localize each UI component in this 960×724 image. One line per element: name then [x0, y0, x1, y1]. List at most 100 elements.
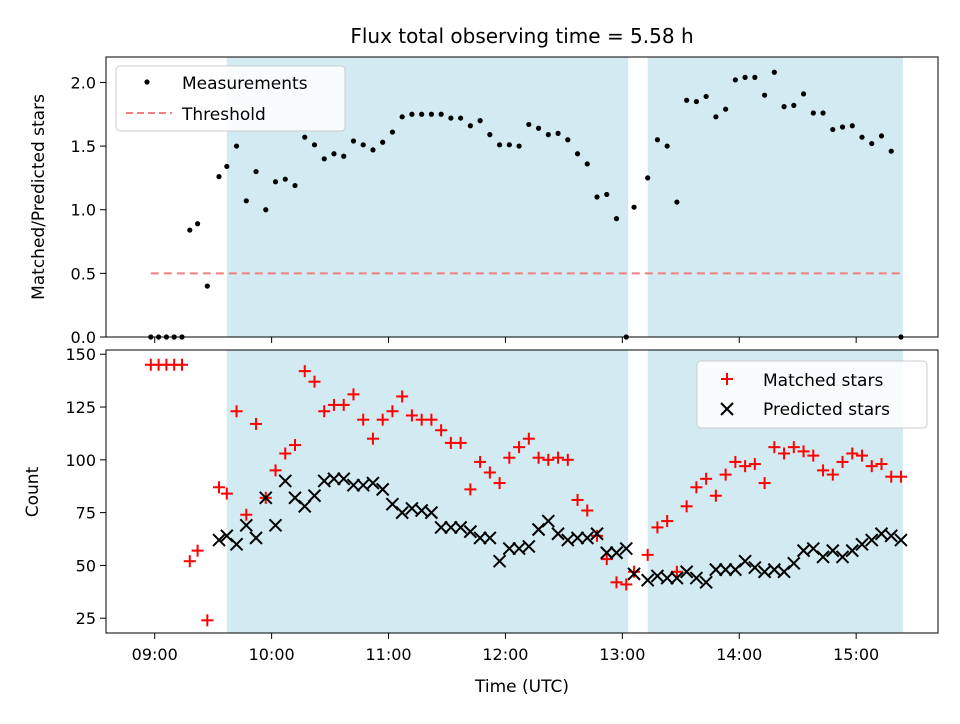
measurement-point — [194, 221, 201, 227]
matched-point — [610, 576, 623, 589]
measurement-point — [263, 207, 269, 213]
predicted-point — [346, 478, 361, 492]
matched-point — [347, 388, 360, 401]
matched-point — [386, 405, 399, 418]
predicted-point — [826, 543, 840, 558]
measurement-point — [674, 199, 680, 205]
bottom-ytick-label: 100 — [65, 451, 96, 470]
measurement-point — [703, 93, 709, 100]
measurement-point — [370, 147, 376, 153]
predicted-point — [894, 533, 908, 547]
measurement-point — [224, 163, 230, 170]
matched-point — [175, 358, 188, 371]
predicted-point — [229, 537, 244, 552]
measurement-point — [888, 148, 894, 154]
predicted-point — [424, 505, 439, 520]
top-panel: 0.00.51.01.52.0 Matched/Predicted stars … — [29, 56, 939, 347]
matched-point — [709, 489, 722, 502]
matched-point — [308, 375, 321, 388]
measurement-point — [360, 142, 366, 148]
matched-point — [561, 453, 574, 466]
matched-point — [503, 451, 516, 464]
matched-point — [768, 441, 781, 454]
predicted-point — [327, 472, 341, 486]
measurement-point — [233, 143, 240, 149]
predicted-point — [670, 571, 684, 585]
matched-point — [591, 529, 604, 542]
bottom-xtick-label: 13:00 — [599, 645, 645, 664]
predicted-point — [580, 531, 594, 545]
matched-point — [220, 487, 233, 500]
measurement-point — [389, 129, 396, 135]
bottom-ylabel: Count — [23, 466, 43, 517]
top-ylabel: Matched/Predicted stars — [29, 94, 49, 300]
predicted-point — [660, 571, 674, 585]
measurement-point — [781, 104, 787, 110]
bottom-ytick-label: 50 — [76, 556, 96, 575]
bottom-matched-points — [144, 358, 907, 627]
predicted-point — [718, 562, 733, 577]
matched-point — [600, 553, 613, 566]
predicted-point — [239, 518, 253, 532]
matched-point — [670, 565, 683, 578]
measurement-point — [516, 143, 522, 149]
matched-point — [183, 555, 196, 568]
measurement-point — [654, 137, 661, 143]
matched-point — [620, 578, 633, 591]
predicted-point — [787, 556, 801, 571]
matched-point — [836, 455, 849, 468]
legend-measurements-label: Measurements — [182, 74, 308, 94]
predicted-point — [492, 554, 507, 568]
predicted-point — [473, 531, 487, 545]
matched-point — [298, 365, 311, 378]
top-ytick-label: 0.0 — [71, 328, 96, 347]
measurement-point — [496, 142, 503, 148]
matched-point — [807, 449, 820, 462]
bottom-xtick-label: 14:00 — [716, 645, 762, 664]
measurement-point — [565, 137, 571, 143]
bottom-xtick-label: 09:00 — [132, 645, 178, 664]
measurement-point — [713, 114, 719, 120]
predicted-point — [463, 524, 478, 539]
measurement-point — [438, 111, 444, 117]
legend-predicted-label: Predicted stars — [763, 400, 890, 420]
predicted-point — [395, 505, 409, 520]
matched-point — [289, 439, 302, 452]
predicted-point — [307, 489, 322, 503]
matched-point — [318, 405, 331, 418]
predicted-point — [249, 531, 263, 545]
matched-point — [628, 565, 641, 578]
predicted-point — [689, 571, 704, 585]
measurement-point — [742, 74, 748, 80]
top-plot-frame — [105, 56, 939, 338]
measurement-point — [800, 91, 807, 97]
matched-point — [532, 451, 545, 464]
matched-point — [405, 409, 418, 422]
measurement-point — [341, 153, 347, 159]
matched-point — [581, 504, 594, 517]
predicted-point — [600, 546, 614, 560]
measurement-point — [574, 151, 581, 157]
measurement-point — [732, 77, 738, 83]
predicted-point — [541, 514, 556, 528]
predicted-point — [268, 518, 283, 532]
measurement-point — [477, 118, 483, 124]
measurement-point — [664, 143, 670, 149]
predicted-point — [278, 474, 292, 488]
predicted-point — [375, 482, 390, 497]
predicted-point — [640, 573, 655, 587]
predicted-point — [627, 567, 641, 581]
matched-point — [474, 455, 487, 468]
predicted-point — [709, 562, 723, 577]
matched-point — [661, 515, 674, 528]
measurement-point — [419, 111, 425, 117]
measurement-point — [771, 69, 777, 75]
matched-point — [542, 453, 555, 466]
matched-point — [846, 447, 859, 460]
predicted-point — [298, 499, 312, 513]
measurement-point — [409, 111, 415, 117]
predicted-point — [845, 543, 859, 558]
predicted-point — [619, 541, 633, 556]
matched-point — [396, 390, 409, 403]
measurement-point — [859, 134, 865, 140]
